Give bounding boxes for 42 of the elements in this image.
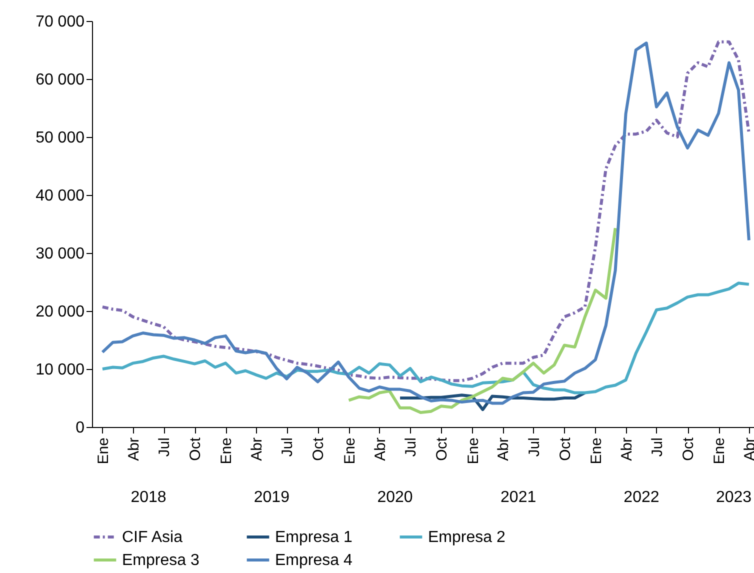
y-tick-label: 10 000	[36, 362, 85, 378]
legend-label: Empresa 4	[275, 552, 352, 569]
x-tick-label: Ene	[94, 438, 112, 464]
y-tick-label: 20 000	[36, 304, 85, 320]
legend-label: Empresa 2	[428, 529, 506, 546]
x-tick-label: Abr	[618, 437, 636, 461]
y-tick-label: 70 000	[36, 14, 85, 30]
text: 2020	[377, 489, 413, 506]
y-tick-label: 40 000	[36, 188, 85, 204]
y-tick-label: 60 000	[36, 72, 85, 88]
x-tick-label: Oct	[556, 436, 574, 461]
legend-label: CIF Asia	[122, 529, 183, 546]
legend-label: Empresa 1	[275, 529, 352, 546]
x-tick-label: Abr	[125, 437, 142, 461]
x-tick-label: Ene	[464, 438, 482, 464]
text: 2022	[624, 489, 660, 506]
y-tick-label: 50 000	[36, 130, 85, 146]
x-tick-label: Ene	[341, 438, 358, 464]
y-tick-label: 30 000	[36, 246, 85, 262]
x-tick-label: Jul	[402, 438, 420, 457]
x-tick-label: Ene	[588, 438, 605, 464]
x-tick-label: Oct	[310, 436, 328, 461]
legend-label: Empresa 3	[122, 552, 200, 569]
x-tick-label: Ene	[218, 438, 236, 464]
y-tick-label: 0	[76, 420, 85, 436]
x-tick-label: Jul	[156, 438, 174, 457]
x-tick-label: Ene	[711, 438, 728, 464]
x-tick-label: Jul	[526, 438, 543, 457]
x-tick-label: Abr	[495, 437, 512, 461]
text: 2018	[130, 489, 166, 506]
x-tick-label: Oct	[680, 436, 698, 461]
x-tick-label: Oct	[187, 436, 204, 461]
line-series	[347, 226, 617, 414]
x-tick-label: Jul	[279, 438, 296, 457]
x-tick-label: Jul	[648, 438, 666, 457]
x-tick-label: Abr	[372, 437, 389, 461]
x-tick-label: Abr	[248, 437, 266, 461]
text: 2019	[254, 489, 290, 506]
x-tick-label: Oct	[434, 436, 451, 461]
line-series	[100, 282, 750, 394]
text: 2023	[716, 489, 752, 506]
text: 2021	[500, 489, 536, 506]
